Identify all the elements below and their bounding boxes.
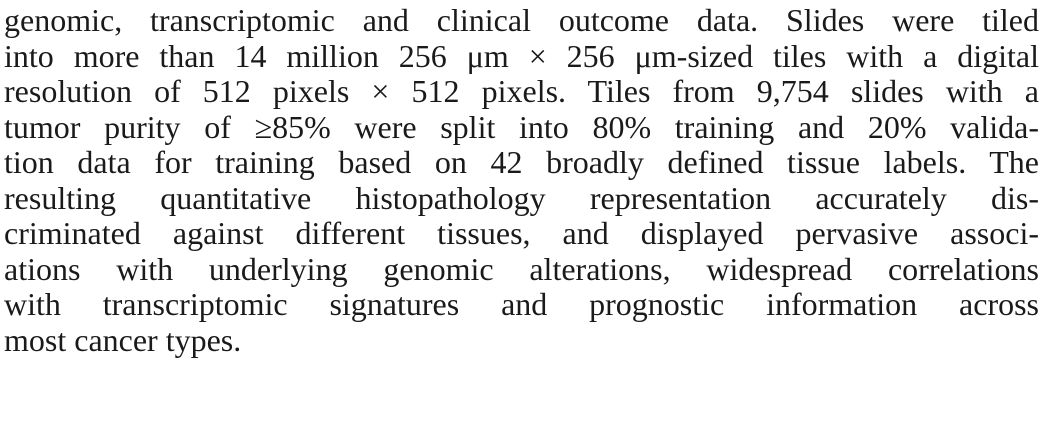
text-line: criminated against different tissues, an… <box>4 216 1039 251</box>
text-line: ations with underlying genomic alteratio… <box>4 251 1039 287</box>
text-line: most cancer types. <box>4 322 242 358</box>
text-line: genomic, transcriptomic and clinical out… <box>4 3 1039 38</box>
text-line: with transcriptomic signatures and progn… <box>4 287 1039 322</box>
text-line: resulting quantitative histopathology re… <box>4 180 1039 216</box>
text-line: tion data for training based on 42 broad… <box>4 145 1039 180</box>
body-paragraph: genomic, transcriptomic and clinical out… <box>4 3 1039 358</box>
text-line: tumor purity of ≥85% were split into 80%… <box>4 109 1039 145</box>
text-line: into more than 14 million 256 μm × 256 μ… <box>4 38 1039 74</box>
text-line: resolution of 512 pixels × 512 pixels. T… <box>4 74 1039 109</box>
